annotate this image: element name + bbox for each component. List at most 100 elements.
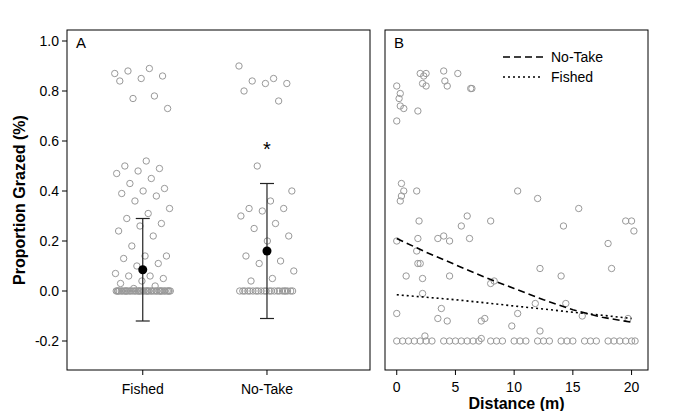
x-tick-label: 20	[624, 379, 640, 395]
point	[281, 288, 287, 294]
x-tick	[514, 370, 515, 375]
point	[126, 273, 132, 279]
point	[286, 233, 292, 239]
point	[277, 258, 283, 264]
point	[129, 243, 135, 249]
point	[145, 288, 151, 294]
y-tick-label: 0.6	[40, 133, 60, 149]
point	[268, 288, 274, 294]
mean-point	[138, 265, 147, 274]
x-axis-label: Distance (m)	[468, 395, 564, 411]
x-tick-label: No-Take	[241, 381, 293, 397]
point	[476, 338, 482, 344]
point	[246, 205, 252, 211]
x-tick	[572, 370, 573, 375]
point	[605, 240, 611, 246]
error-cap	[260, 318, 274, 319]
point	[164, 105, 170, 111]
point	[398, 180, 404, 186]
point	[441, 233, 447, 239]
point	[469, 85, 475, 91]
point	[546, 338, 552, 344]
point	[269, 275, 275, 281]
x-tick-label: 5	[452, 379, 460, 395]
y-tick-label: 0.4	[40, 183, 60, 199]
point	[403, 273, 409, 279]
point	[124, 215, 130, 221]
y-tick-label: 0.2	[40, 233, 60, 249]
point	[145, 210, 151, 216]
point	[631, 228, 637, 234]
point	[163, 253, 169, 259]
y-tick	[62, 191, 67, 192]
y-tick-label: -0.2	[35, 333, 59, 349]
point	[423, 70, 429, 76]
point	[146, 65, 152, 71]
plot-area	[112, 63, 297, 321]
point	[112, 70, 118, 76]
x-tick-label: Fished	[122, 381, 164, 397]
point	[254, 163, 260, 169]
point	[140, 188, 146, 194]
point	[148, 175, 154, 181]
point	[275, 98, 281, 104]
point	[247, 288, 253, 294]
point	[158, 220, 164, 226]
point	[158, 288, 164, 294]
point	[499, 338, 505, 344]
x-tick	[631, 370, 632, 375]
point	[117, 78, 123, 84]
point	[113, 170, 119, 176]
point	[514, 188, 520, 194]
point	[136, 288, 142, 294]
point	[401, 105, 407, 111]
point	[160, 275, 166, 281]
legend-label: No-Take	[551, 49, 603, 65]
y-tick-label: 0.0	[40, 283, 60, 299]
x-tick	[396, 370, 397, 375]
y-tick-label: 0.8	[40, 83, 60, 99]
point	[537, 328, 543, 334]
point	[135, 168, 141, 174]
point	[446, 273, 452, 279]
y-tick	[62, 341, 67, 342]
error-cap	[136, 218, 150, 219]
point	[441, 68, 447, 74]
y-tick	[62, 241, 67, 242]
point	[429, 338, 435, 344]
point	[251, 225, 257, 231]
point	[455, 70, 461, 76]
point	[161, 185, 167, 191]
legend-swatch	[503, 76, 543, 78]
point	[523, 338, 529, 344]
point	[509, 323, 515, 329]
point	[236, 63, 242, 69]
point	[419, 290, 425, 296]
plot-area	[394, 68, 639, 344]
point	[122, 163, 128, 169]
page: {"chart_data": [ {"type": "scatter", "ti…	[0, 0, 678, 411]
point	[270, 75, 276, 81]
point	[127, 180, 133, 186]
point	[112, 270, 118, 276]
point	[153, 193, 159, 199]
point	[284, 80, 290, 86]
error-cap	[260, 183, 274, 184]
point	[570, 338, 576, 344]
point	[115, 288, 121, 294]
point	[394, 118, 400, 124]
point	[419, 275, 425, 281]
point	[259, 208, 265, 214]
point	[156, 165, 162, 171]
point	[464, 213, 470, 219]
x-tick	[455, 370, 456, 375]
point	[458, 223, 464, 229]
point	[249, 78, 255, 84]
point	[416, 218, 422, 224]
point	[593, 338, 599, 344]
x-tick	[266, 370, 267, 375]
point	[608, 265, 614, 271]
y-tick	[62, 141, 67, 142]
panel-label: A	[76, 34, 86, 51]
point	[166, 288, 172, 294]
